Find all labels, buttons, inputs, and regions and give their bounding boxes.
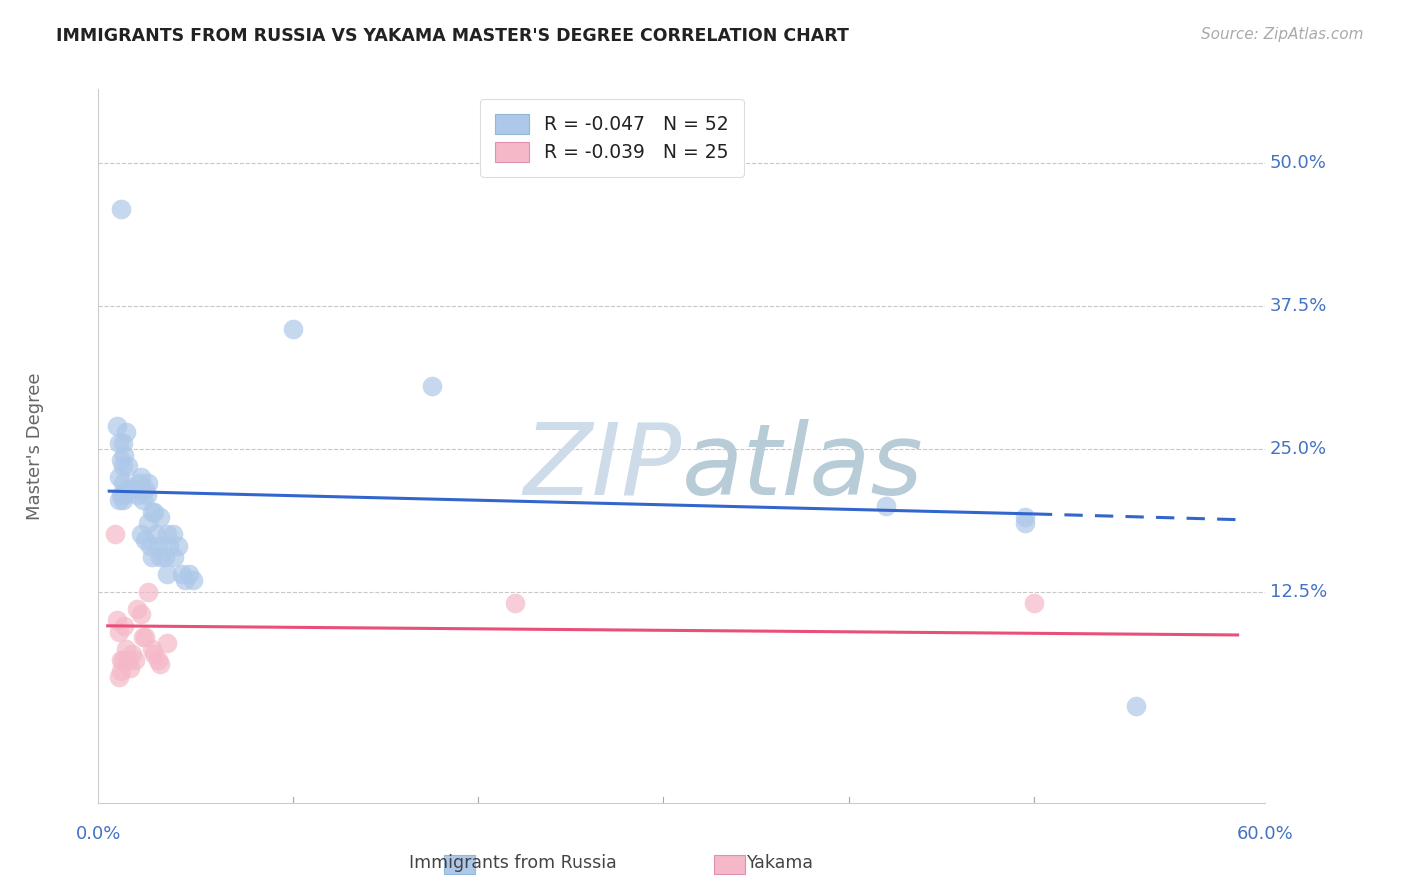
Point [105,419,128,434]
Point [112,448,135,462]
Point [129,527,152,541]
Text: 50.0%: 50.0% [1270,154,1326,172]
Point [107,436,129,450]
Point [118,482,141,496]
Point [127,601,149,615]
Point [138,476,160,491]
Point [170,567,193,582]
Point [117,458,139,473]
Point [156,527,179,541]
Point [115,482,138,496]
Point [167,539,190,553]
Point [117,653,139,667]
Legend: R = -0.047   N = 52, R = -0.039   N = 25: R = -0.047 N = 52, R = -0.039 N = 25 [481,99,744,178]
Text: Source: ZipAtlas.com: Source: ZipAtlas.com [1201,27,1364,42]
Point [143,505,166,519]
Point [111,436,134,450]
Point [129,607,152,622]
Point [181,573,204,587]
Point [107,624,129,639]
Point [107,670,129,684]
Point [111,476,134,491]
Point [281,322,304,336]
Point [124,653,146,667]
Point [132,493,155,508]
Text: 12.5%: 12.5% [1270,582,1327,600]
Text: 37.5%: 37.5% [1270,297,1327,315]
Point [153,550,176,565]
Text: ZIP: ZIP [523,419,682,516]
Point [141,641,163,656]
Text: Master's Degree: Master's Degree [27,372,44,520]
Point [138,584,160,599]
Point [1022,596,1045,610]
Point [156,567,179,582]
Point [138,516,160,530]
Point [139,539,162,553]
Point [127,487,149,501]
Text: Yakama: Yakama [747,855,814,872]
Point [148,510,170,524]
Point [105,613,128,627]
Point [134,533,156,548]
Point [115,641,138,656]
Point [112,619,135,633]
Point [148,550,170,565]
Point [110,653,132,667]
Point [132,630,155,644]
Point [118,661,141,675]
Text: IMMIGRANTS FROM RUSSIA VS YAKAMA MASTER'S DEGREE CORRELATION CHART: IMMIGRANTS FROM RUSSIA VS YAKAMA MASTER'… [56,27,849,45]
Point [110,202,132,216]
Point [121,648,143,662]
Point [157,539,180,553]
Point [162,527,184,541]
Point [111,493,134,508]
Point [156,636,179,650]
Point [115,425,138,439]
Point [146,539,169,553]
Point [104,527,127,541]
Point [1125,698,1147,713]
Point [134,482,156,496]
Point [174,573,197,587]
Point [112,487,135,501]
Point [107,470,129,484]
Text: 0.0%: 0.0% [76,825,121,843]
Point [146,653,169,667]
Point [128,476,150,491]
Point [110,665,132,679]
Text: atlas: atlas [682,419,924,516]
Point [875,499,897,513]
Text: 60.0%: 60.0% [1237,825,1294,843]
Point [110,487,132,501]
Point [141,505,163,519]
Point [1014,516,1036,530]
Text: Immigrants from Russia: Immigrants from Russia [409,855,617,872]
Point [179,567,201,582]
Text: 25.0%: 25.0% [1270,440,1327,458]
Point [503,596,526,610]
Point [148,657,170,671]
Point [145,527,167,541]
Point [134,630,156,644]
Point [129,470,152,484]
Point [163,550,186,565]
Point [110,453,132,467]
Point [135,487,157,501]
Point [1014,510,1036,524]
Point [420,379,443,393]
Point [124,482,146,496]
Point [111,458,134,473]
Point [141,550,163,565]
Point [107,493,129,508]
Point [143,648,166,662]
Point [111,653,134,667]
